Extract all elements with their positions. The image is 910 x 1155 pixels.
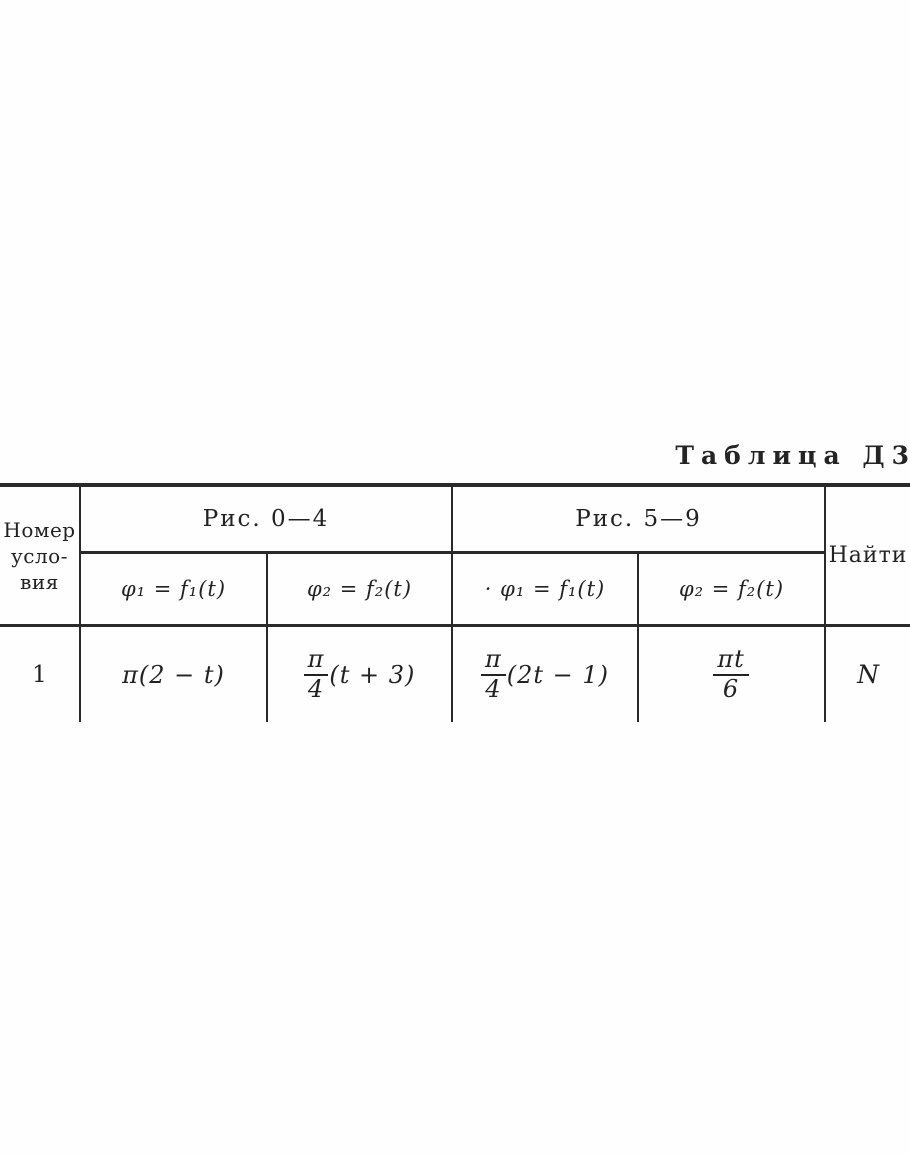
fraction-numerator: π bbox=[480, 646, 506, 676]
header-cell-fig-5-9: Рис. 5—9 bbox=[452, 485, 827, 554]
header-row-2: φ₁ = f₁(t) φ₂ = f₂(t) · φ₁ = f₁(t) φ₂ = … bbox=[0, 552, 910, 627]
subheader-fig04-phi2: φ₂ = f₂(t) bbox=[267, 552, 454, 627]
header-row-1: Номер усло- вия Рис. 0—4 Рис. 5—9 Найти bbox=[0, 485, 910, 627]
formula-fraction-expression: πt 6 bbox=[713, 646, 749, 703]
cell-condition-number: 1 bbox=[0, 625, 81, 722]
header-cell-find: Найти bbox=[825, 485, 910, 627]
fraction-denominator: 4 bbox=[485, 675, 502, 703]
subheader-fig59-phi2: φ₂ = f₂(t) bbox=[638, 552, 827, 627]
fraction: π 4 bbox=[303, 646, 329, 703]
fraction-denominator: 6 bbox=[722, 675, 740, 703]
fraction-trailing-factor: (t + 3) bbox=[329, 660, 416, 689]
cell-fig04-phi2-formula: π 4 (t + 3) bbox=[267, 625, 454, 722]
table-title: Таблица Д3 bbox=[675, 441, 910, 470]
fraction-denominator: 4 bbox=[307, 675, 325, 703]
subheader-fig59-phi1: · φ₁ = f₁(t) bbox=[452, 552, 640, 627]
formula-fraction-expression: π 4 (2t − 1) bbox=[480, 646, 610, 703]
cell-find-value: N bbox=[857, 660, 879, 689]
fraction: π 4 bbox=[480, 646, 506, 703]
formula-fraction-expression: π 4 (t + 3) bbox=[303, 646, 416, 703]
cell-fig04-phi1-formula: π(2 − t) bbox=[80, 625, 268, 722]
fraction-numerator: π bbox=[303, 646, 329, 676]
fraction-trailing-factor: (2t − 1) bbox=[506, 660, 610, 689]
conditions-table: Номер усло- вия Рис. 0—4 Рис. 5—9 Найти … bbox=[0, 483, 910, 722]
header-cell-fig-0-4: Рис. 0—4 bbox=[80, 485, 454, 554]
cell-fig59-phi2-formula: πt 6 bbox=[638, 625, 827, 722]
table-row: 1 π(2 − t) π 4 (t + 3) π bbox=[0, 625, 910, 722]
header-cell-condition-number: Номер усло- вия bbox=[0, 485, 81, 627]
fraction-numerator: πt bbox=[713, 646, 749, 676]
cell-fig59-phi1-formula: π 4 (2t − 1) bbox=[452, 625, 640, 722]
subheader-fig04-phi1: φ₁ = f₁(t) bbox=[80, 552, 268, 627]
fraction: πt 6 bbox=[713, 646, 749, 703]
